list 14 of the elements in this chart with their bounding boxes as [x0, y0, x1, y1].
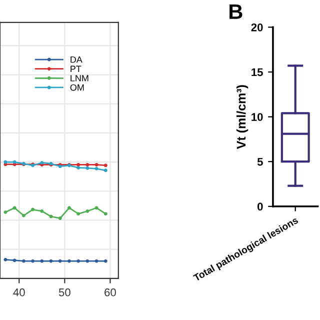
- legend-label: OM: [70, 84, 84, 91]
- x-tick-label: 40: [13, 288, 25, 296]
- y-tick-label: 5: [257, 158, 263, 166]
- legend-label: LNM: [70, 75, 88, 82]
- y-tick-label: 15: [252, 68, 263, 76]
- legend-label: DA: [70, 56, 82, 63]
- x-tick-label: 50: [58, 288, 70, 296]
- y-tick-label: 10: [252, 113, 263, 121]
- y-tick-label: 0: [258, 202, 263, 211]
- x-tick-label: 60: [104, 288, 116, 296]
- y-tick-label: 20: [251, 23, 263, 32]
- chart-title: B: [230, 4, 242, 19]
- legend-label: PT: [70, 66, 82, 72]
- y-axis-title: Vt (ml/cm³): [236, 85, 248, 150]
